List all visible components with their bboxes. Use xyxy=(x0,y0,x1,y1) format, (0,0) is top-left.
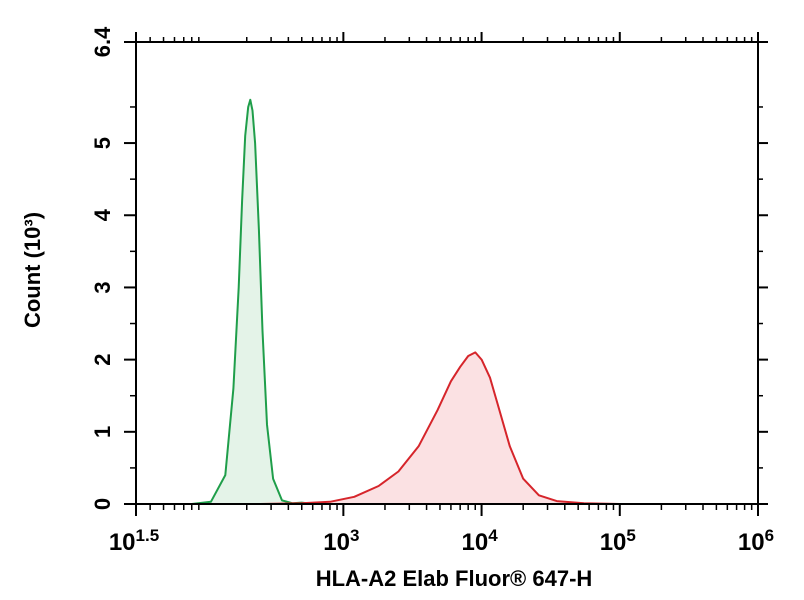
y-tick-label: 5 xyxy=(90,137,115,149)
y-axis-ticks: 0 1 2 3 4 5 6.4 xyxy=(90,26,768,510)
y-tick-label: 3 xyxy=(90,281,115,293)
y-axis-label: Count (10³) xyxy=(20,212,45,328)
y-tick-label: 6.4 xyxy=(90,26,115,57)
plot-border xyxy=(135,41,759,505)
series-1-fill xyxy=(191,99,313,505)
x-axis-ticks: 101.5 103 104 105 106 xyxy=(109,32,774,556)
x-tick-label: 101.5 xyxy=(109,526,159,556)
series-1-line xyxy=(191,98,313,505)
plot-frame xyxy=(135,41,759,505)
series-layer xyxy=(191,98,620,505)
series-2-fill xyxy=(260,352,620,504)
series-2-line xyxy=(260,351,620,505)
y-tick-label: 2 xyxy=(90,354,115,366)
x-tick-label: 104 xyxy=(461,526,498,556)
x-tick-label: 105 xyxy=(600,526,636,556)
x-axis-label: HLA-A2 Elab Fluor® 647-H xyxy=(316,566,593,591)
y-tick-label: 4 xyxy=(90,208,115,221)
x-tick-label: 106 xyxy=(738,526,774,556)
y-tick-label: 0 xyxy=(90,498,115,510)
y-tick-label: 1 xyxy=(90,426,115,438)
x-tick-label: 103 xyxy=(323,526,359,556)
